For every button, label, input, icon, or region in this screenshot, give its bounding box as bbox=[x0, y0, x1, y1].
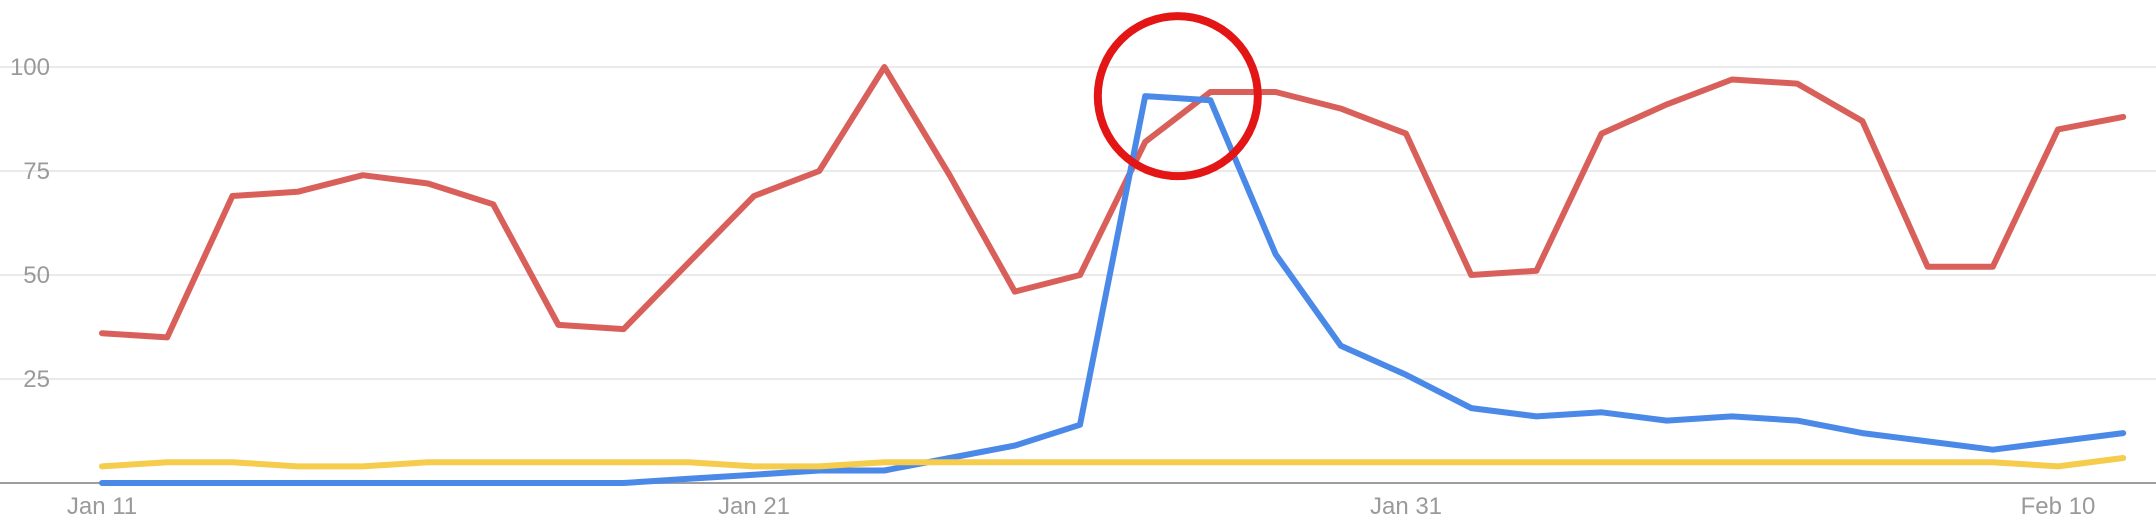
y-tick-label: 75 bbox=[23, 158, 50, 185]
series-line-3 bbox=[99, 455, 2127, 470]
x-tick-label: Jan 31 bbox=[1370, 493, 1442, 520]
annotation-circle bbox=[1093, 12, 1262, 181]
x-tick-label: Jan 11 bbox=[67, 493, 137, 520]
y-tick-label: 100 bbox=[10, 54, 50, 81]
y-tick-label: 25 bbox=[23, 366, 50, 393]
x-tick-label: Jan 21 bbox=[718, 493, 790, 520]
series-line-2 bbox=[99, 93, 2127, 486]
x-tick-label: Feb 10 bbox=[2021, 493, 2096, 520]
series-line-1 bbox=[99, 64, 2127, 341]
y-tick-label: 50 bbox=[23, 262, 50, 289]
